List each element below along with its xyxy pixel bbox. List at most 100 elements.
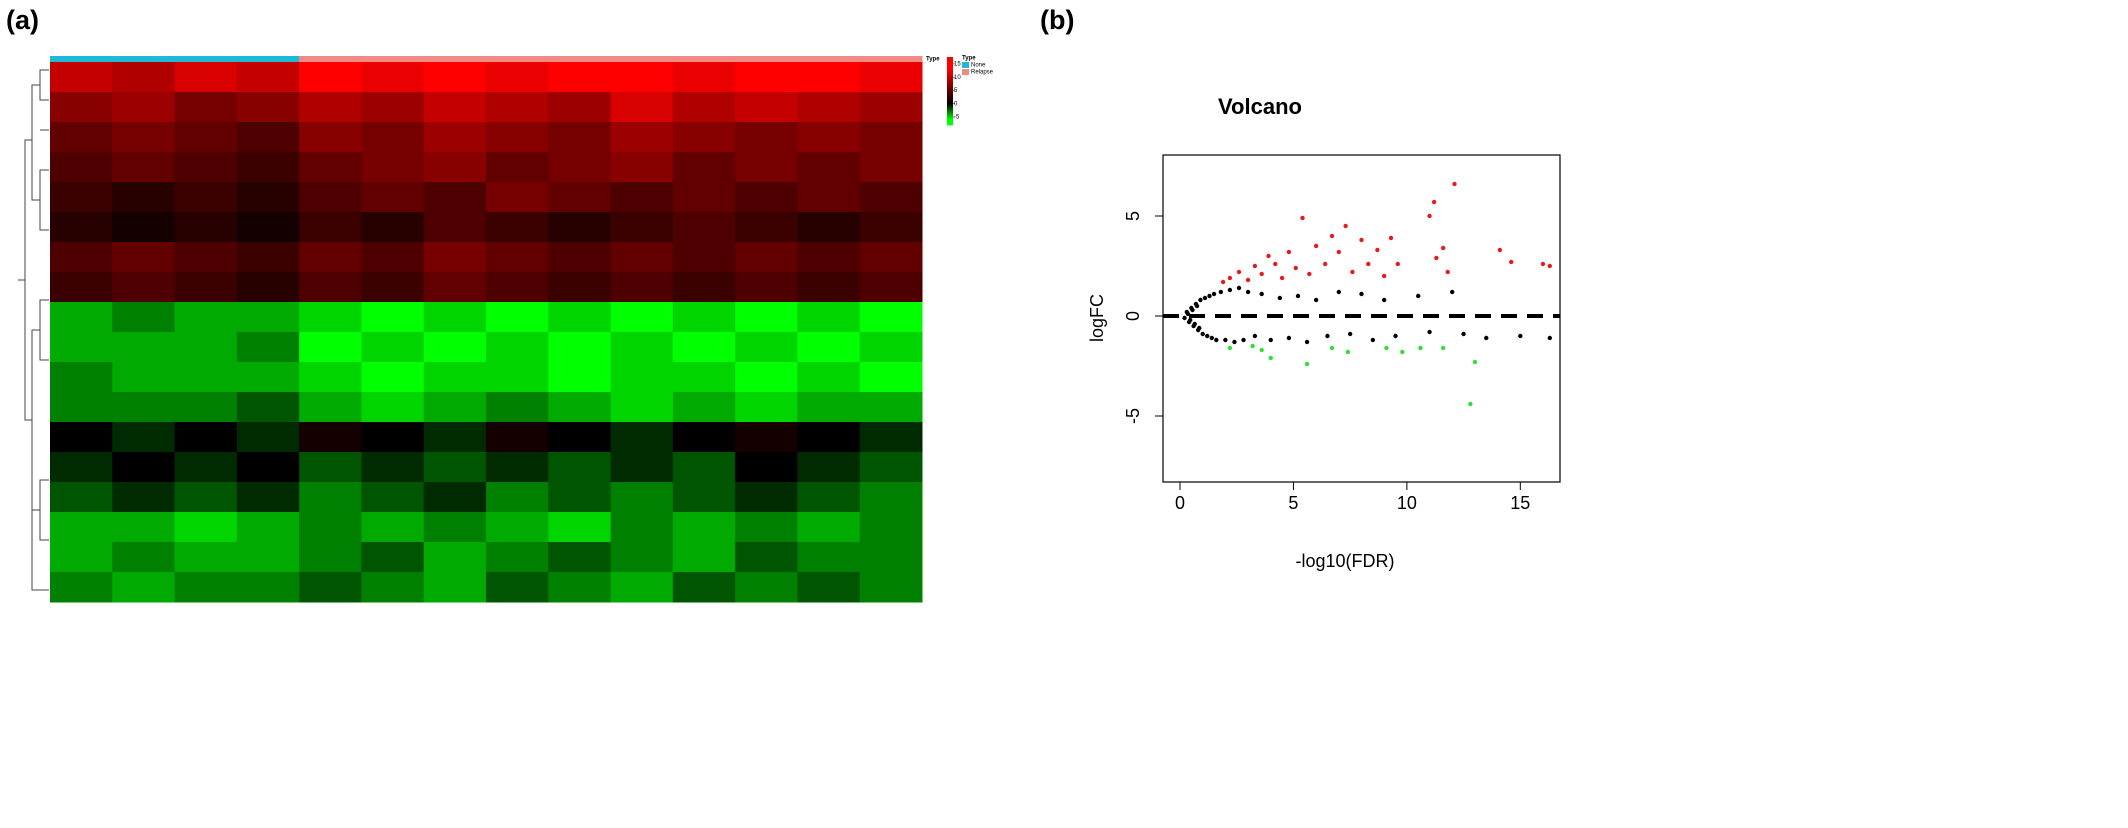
heatmap-cell bbox=[50, 542, 113, 573]
column-annotation bbox=[797, 56, 861, 62]
heatmap-cell bbox=[112, 362, 176, 393]
colorbar-segment bbox=[947, 111, 953, 114]
x-tick-label: 0 bbox=[1175, 493, 1185, 513]
heatmap-cell bbox=[112, 302, 176, 333]
point bbox=[1345, 349, 1351, 355]
point bbox=[1202, 295, 1208, 301]
colorbar-segment bbox=[947, 57, 953, 60]
heatmap-cell bbox=[610, 452, 674, 483]
heatmap-cell bbox=[50, 392, 113, 423]
heatmap-cell bbox=[50, 152, 113, 183]
heatmap-cell bbox=[859, 152, 923, 183]
colorbar-segment bbox=[947, 65, 953, 68]
heatmap-cell bbox=[423, 572, 487, 603]
heatmap-cell bbox=[50, 92, 113, 123]
heatmap-cell bbox=[299, 572, 362, 603]
point bbox=[1366, 261, 1371, 267]
point bbox=[1245, 289, 1251, 295]
point bbox=[1268, 355, 1273, 361]
colorbar-segment bbox=[947, 67, 953, 70]
colorbar-segment bbox=[947, 68, 953, 71]
point bbox=[1227, 275, 1233, 281]
point bbox=[1440, 345, 1446, 351]
heatmap-cell bbox=[735, 512, 798, 543]
colorbar-tick-label: -5 bbox=[954, 115, 960, 121]
point bbox=[1207, 293, 1212, 299]
heatmap-cell bbox=[112, 392, 176, 423]
heatmap-cell bbox=[672, 572, 736, 603]
heatmap-cell bbox=[548, 272, 612, 303]
heatmap-cell bbox=[797, 542, 861, 573]
column-annotation bbox=[112, 56, 176, 62]
heatmap-cell bbox=[548, 392, 612, 423]
point bbox=[1197, 325, 1202, 331]
heatmap-cell bbox=[486, 182, 549, 213]
point bbox=[1268, 337, 1273, 343]
heatmap-cell bbox=[797, 362, 861, 393]
point bbox=[1307, 271, 1312, 277]
heatmap-cell bbox=[735, 92, 798, 123]
heatmap-cell bbox=[548, 92, 612, 123]
heatmap-cell bbox=[486, 482, 549, 513]
heatmap-cell bbox=[174, 302, 238, 333]
column-annotation bbox=[174, 56, 238, 62]
y-tick-label: 5 bbox=[1123, 211, 1143, 221]
point bbox=[1252, 263, 1258, 269]
heatmap-cell bbox=[548, 302, 612, 333]
heatmap-cell bbox=[236, 482, 300, 513]
point bbox=[1445, 269, 1450, 275]
heatmap-cell bbox=[236, 542, 300, 573]
heatmap-cell bbox=[735, 242, 798, 273]
point bbox=[1223, 337, 1228, 343]
heatmap-cell bbox=[112, 182, 176, 213]
heatmap-cell bbox=[610, 92, 674, 123]
heatmap-cell bbox=[361, 182, 425, 213]
heatmap-cell bbox=[236, 212, 300, 243]
colorbar-segment bbox=[947, 63, 953, 66]
heatmap-cell bbox=[299, 452, 362, 483]
heatmap-cell bbox=[236, 92, 300, 123]
y-tick-label: 0 bbox=[1123, 311, 1143, 321]
heatmap-cell bbox=[236, 332, 300, 363]
heatmap-cell bbox=[299, 392, 362, 423]
heatmap-cell bbox=[361, 542, 425, 573]
heatmap-cell bbox=[174, 332, 238, 363]
heatmap-cell bbox=[299, 242, 362, 273]
heatmap-cell bbox=[361, 452, 425, 483]
heatmap-cell bbox=[50, 482, 113, 513]
colorbar-segment bbox=[947, 85, 953, 88]
colorbar-segment bbox=[947, 119, 953, 122]
heatmap-cell bbox=[361, 272, 425, 303]
heatmap-cell bbox=[423, 242, 487, 273]
x-axis-label: -log10(FDR) bbox=[1295, 551, 1394, 571]
heatmap-cell bbox=[361, 62, 425, 93]
heatmap-cell bbox=[174, 242, 238, 273]
point bbox=[1295, 293, 1301, 299]
heatmap-cell bbox=[548, 152, 612, 183]
heatmap-cell bbox=[112, 62, 176, 93]
colorbar-segment bbox=[947, 79, 953, 82]
dendrogram bbox=[18, 69, 49, 591]
heatmap-cell bbox=[859, 542, 923, 573]
point bbox=[1329, 345, 1335, 351]
point bbox=[1375, 247, 1380, 253]
heatmap-cell bbox=[672, 332, 736, 363]
heatmap-cell bbox=[672, 122, 736, 153]
heatmap-cell bbox=[735, 542, 798, 573]
heatmap-cell bbox=[859, 302, 923, 333]
heatmap-cell bbox=[112, 332, 176, 363]
point bbox=[1472, 359, 1478, 365]
heatmap-cell bbox=[548, 182, 612, 213]
panel-label: (a) bbox=[6, 5, 39, 35]
point bbox=[1304, 339, 1310, 345]
heatmap-cell bbox=[174, 572, 238, 603]
column-annotation bbox=[735, 56, 798, 62]
heatmap-cell bbox=[299, 152, 362, 183]
heatmap-cell bbox=[672, 302, 736, 333]
column-annotation bbox=[610, 56, 674, 62]
point bbox=[1245, 277, 1251, 283]
point bbox=[1400, 349, 1405, 355]
heatmap-cell bbox=[548, 452, 612, 483]
heatmap-cell bbox=[672, 512, 736, 543]
